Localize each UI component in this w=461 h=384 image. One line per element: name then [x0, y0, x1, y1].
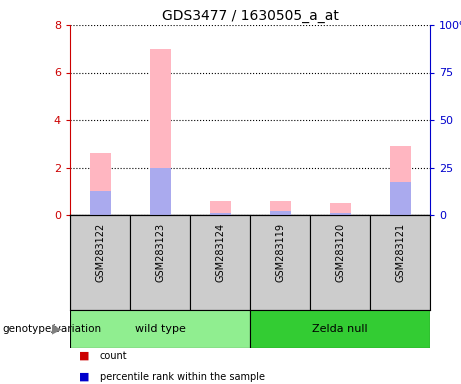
Bar [149, 167, 171, 215]
Text: GSM283123: GSM283123 [155, 223, 165, 282]
Bar [70, 310, 250, 348]
Bar [270, 201, 290, 215]
Text: GSM283124: GSM283124 [215, 223, 225, 282]
Text: Zelda null: Zelda null [312, 324, 368, 334]
Bar [209, 201, 230, 215]
Bar [330, 213, 350, 215]
Text: GSM283119: GSM283119 [275, 223, 285, 281]
Bar [390, 146, 410, 215]
Bar [270, 212, 290, 215]
Text: percentile rank within the sample: percentile rank within the sample [100, 372, 265, 382]
Text: count: count [100, 351, 128, 361]
Bar [190, 215, 250, 310]
Text: GSM283120: GSM283120 [335, 223, 345, 282]
Text: ■: ■ [79, 372, 90, 382]
Bar [250, 310, 430, 348]
Bar [330, 203, 350, 215]
Bar [390, 182, 410, 215]
Text: ■: ■ [79, 351, 90, 361]
Bar [130, 215, 190, 310]
Bar [250, 215, 310, 310]
Text: wild type: wild type [135, 324, 185, 334]
Title: GDS3477 / 1630505_a_at: GDS3477 / 1630505_a_at [161, 8, 338, 23]
Text: ▶: ▶ [52, 323, 61, 336]
Text: genotype/variation: genotype/variation [2, 324, 101, 334]
Bar [310, 215, 370, 310]
Bar [70, 215, 130, 310]
Bar [149, 49, 171, 215]
Bar [370, 215, 430, 310]
Bar [209, 213, 230, 215]
Bar [89, 191, 111, 215]
Text: GSM283121: GSM283121 [395, 223, 405, 282]
Text: GSM283122: GSM283122 [95, 223, 105, 282]
Bar [89, 153, 111, 215]
